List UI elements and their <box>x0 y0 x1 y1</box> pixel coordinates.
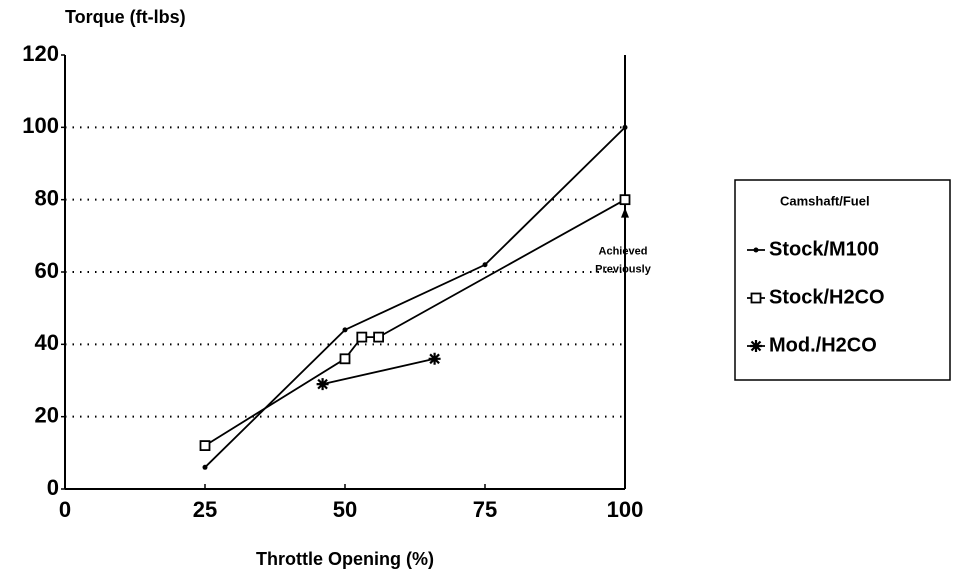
point <box>202 464 208 470</box>
y-tick-label: 80 <box>35 185 59 210</box>
annotation: Previously <box>595 264 652 276</box>
point <box>342 327 348 333</box>
legend-marker <box>753 247 759 253</box>
point <box>199 440 211 452</box>
legend-title: Camshaft/Fuel <box>780 193 870 208</box>
x-tick-label: 0 <box>59 497 71 522</box>
point <box>356 331 368 343</box>
legend-marker <box>750 292 762 304</box>
x-tick-label: 100 <box>607 497 644 522</box>
annotation: Achieved <box>599 246 648 258</box>
series-line <box>204 198 626 447</box>
legend-label: Mod./H2CO <box>769 334 877 356</box>
legend-label: Stock/M100 <box>769 238 879 260</box>
y-tick-label: 20 <box>35 402 59 427</box>
y-tick-label: 120 <box>22 41 59 66</box>
point <box>428 352 441 365</box>
annotation-arrowhead <box>621 207 629 218</box>
y-tick-label: 100 <box>22 113 59 138</box>
legend-marker <box>750 340 762 352</box>
x-axis-title: Throttle Opening (%) <box>256 549 434 569</box>
x-tick-label: 75 <box>473 497 497 522</box>
point <box>316 378 329 391</box>
legend-label: Stock/H2CO <box>769 286 885 308</box>
y-tick-label: 40 <box>35 330 59 355</box>
y-axis-title: Torque (ft-lbs) <box>65 7 186 27</box>
series-line <box>322 357 435 385</box>
point <box>339 353 351 365</box>
series-line <box>204 126 626 468</box>
x-tick-label: 25 <box>193 497 217 522</box>
point <box>373 331 385 343</box>
y-tick-label: 60 <box>35 258 59 283</box>
point <box>622 124 628 130</box>
point <box>482 262 488 268</box>
legend-box <box>734 179 951 381</box>
point <box>619 194 631 206</box>
x-tick-label: 50 <box>333 497 357 522</box>
y-tick-label: 0 <box>47 475 59 500</box>
